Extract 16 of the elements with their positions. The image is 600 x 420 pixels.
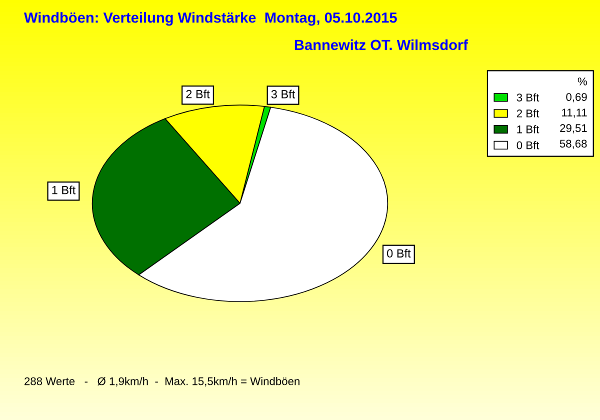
chart-subtitle: Bannewitz OT. Wilmsdorf [294, 39, 468, 50]
legend-label: 0 Bft [516, 141, 540, 150]
slice-label: 0 Bft [387, 248, 411, 258]
data-label: 58,68 [560, 140, 587, 149]
legend-label: 3 Bft [516, 93, 540, 102]
data-label: 11,11 [562, 108, 587, 118]
chart-title: Windböen: Verteilung Windstärke Montag, 05.10.2015 [24, 12, 397, 26]
legend-label: 1 Bft [517, 125, 540, 134]
text: 288 Werte - Ø 1,9km/h - Max. 15,5km/h = Windböen [24, 377, 300, 386]
slice-label: 2 Bft [186, 90, 210, 98]
slice-label: 3 Bft [271, 90, 296, 98]
data-label: 29,51 [560, 124, 587, 134]
legend-title: % [578, 78, 587, 86]
legend-label: 2 Bft [516, 109, 540, 118]
slice-label: 1 Bft [52, 186, 76, 194]
data-label: 0,69 [566, 93, 587, 102]
